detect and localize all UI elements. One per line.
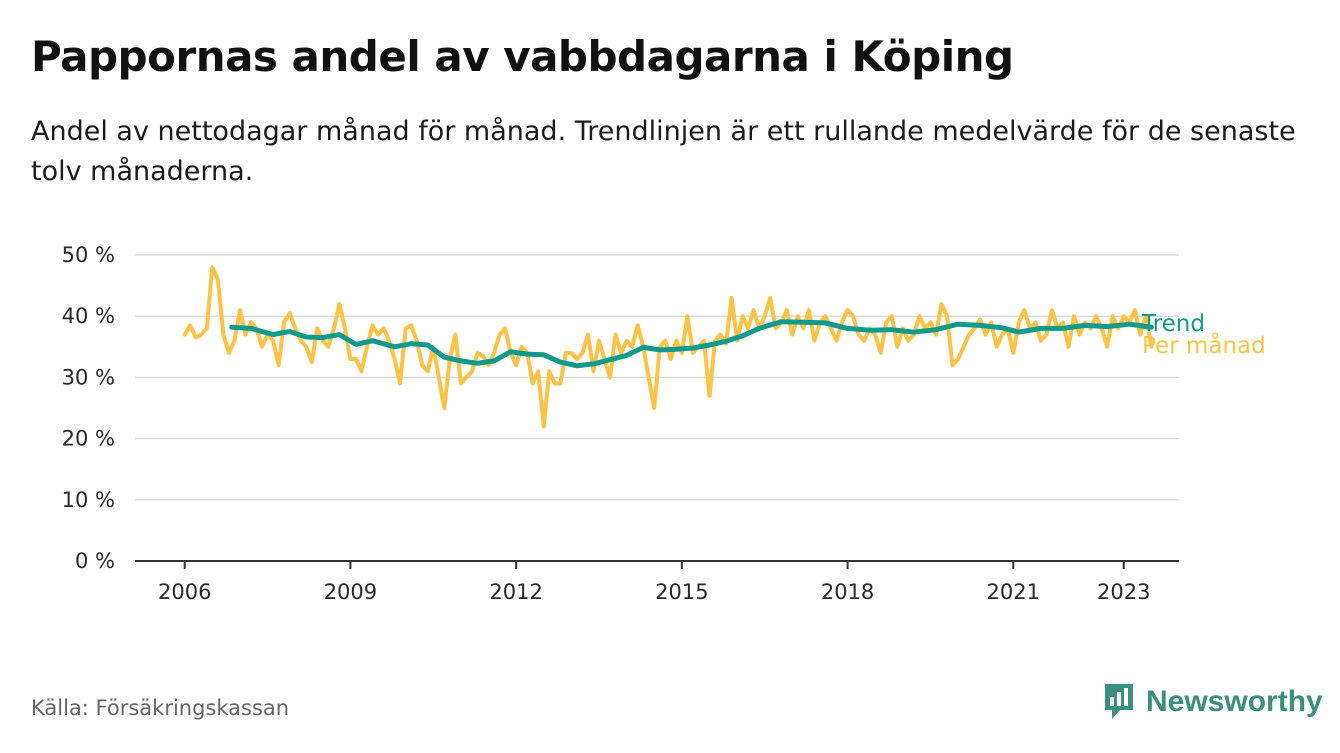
x-tick-label: 2006 xyxy=(158,580,211,604)
series-label-per-manad: Per månad xyxy=(1142,331,1266,359)
y-tick-label: 50 % xyxy=(62,243,115,267)
y-axis-tick-labels: 0 % 10 % 20 % 30 % 40 % 50 % xyxy=(62,243,115,573)
brand-name: Newsworthy xyxy=(1146,685,1323,718)
y-tick-label: 30 % xyxy=(62,365,115,389)
y-tick-label: 40 % xyxy=(62,304,115,328)
y-tick-label: 20 % xyxy=(62,427,115,451)
series-line-trend xyxy=(229,319,1154,369)
x-tick-label: 2021 xyxy=(987,580,1040,604)
y-tick-label: 10 % xyxy=(62,488,115,512)
source-note: Källa: Försäkringskassan xyxy=(31,696,290,720)
page-title: Pappornas andel av vabbdagarna i Köping xyxy=(31,32,1014,81)
brand-logo: Newsworthy xyxy=(1102,682,1323,722)
series-label-trend: Trend xyxy=(1141,311,1205,337)
line-chart: 0 % 10 % 20 % 30 % 40 % 50 % 2006 2009 2012 2015… xyxy=(62,243,1266,604)
x-tick-label: 2012 xyxy=(489,580,542,604)
x-axis: 2006 2009 2012 2015 2018 2021 2023 xyxy=(135,560,1179,604)
x-tick-label: 2018 xyxy=(821,580,874,604)
x-tick-label: 2009 xyxy=(324,580,377,604)
series-lines xyxy=(182,265,1154,429)
x-tick-label: 2023 xyxy=(1097,580,1150,604)
x-tick-label: 2015 xyxy=(655,580,708,604)
series-line-per-manad xyxy=(182,265,1154,429)
page-subtitle: Andel av nettodagar månad för månad. Tre… xyxy=(31,116,1296,187)
newsworthy-logo-icon xyxy=(1105,684,1133,719)
y-tick-label: 0 % xyxy=(75,549,115,573)
grid-lines xyxy=(135,254,1179,501)
